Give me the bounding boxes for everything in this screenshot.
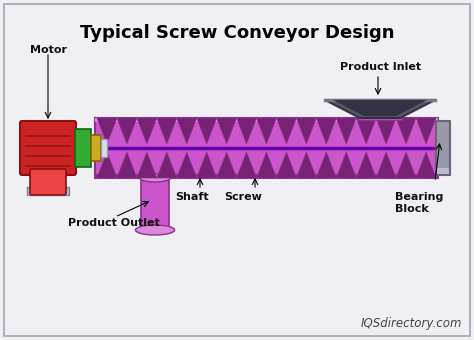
Polygon shape	[276, 118, 296, 144]
Polygon shape	[276, 152, 296, 178]
Polygon shape	[333, 100, 427, 116]
Polygon shape	[137, 152, 157, 178]
Polygon shape	[177, 152, 197, 178]
Ellipse shape	[140, 174, 170, 182]
Polygon shape	[157, 152, 177, 178]
Polygon shape	[197, 152, 217, 178]
Text: Product Outlet: Product Outlet	[68, 218, 160, 228]
Polygon shape	[296, 118, 316, 144]
Polygon shape	[336, 118, 356, 144]
Polygon shape	[117, 152, 137, 178]
Polygon shape	[97, 118, 117, 144]
Polygon shape	[97, 152, 117, 178]
Text: Motor: Motor	[30, 45, 67, 55]
Polygon shape	[356, 152, 376, 178]
Polygon shape	[117, 118, 137, 144]
Bar	[95, 118, 438, 178]
Text: Typical Screw Conveyor Design: Typical Screw Conveyor Design	[80, 24, 394, 42]
Polygon shape	[316, 152, 336, 178]
Polygon shape	[296, 152, 316, 178]
Bar	[75, 129, 91, 167]
Polygon shape	[217, 118, 237, 144]
Polygon shape	[157, 118, 177, 144]
Bar	[436, 121, 450, 175]
Bar	[437, 168, 449, 174]
Polygon shape	[197, 118, 217, 144]
Text: Shaft: Shaft	[175, 192, 209, 202]
Polygon shape	[376, 118, 396, 144]
Text: IQSdirectory.com: IQSdirectory.com	[361, 317, 462, 330]
Bar	[101, 139, 107, 157]
Polygon shape	[256, 118, 276, 144]
Polygon shape	[376, 152, 396, 178]
Polygon shape	[416, 118, 436, 144]
Polygon shape	[256, 152, 276, 178]
Polygon shape	[416, 152, 436, 178]
Polygon shape	[237, 118, 256, 144]
Text: Screw: Screw	[224, 192, 262, 202]
FancyBboxPatch shape	[20, 121, 76, 175]
Bar	[358, 112, 402, 120]
Text: Product Inlet: Product Inlet	[340, 62, 421, 72]
FancyBboxPatch shape	[30, 169, 66, 195]
Polygon shape	[325, 100, 435, 118]
Polygon shape	[356, 118, 376, 144]
Polygon shape	[396, 118, 416, 144]
Text: Bearing
Block: Bearing Block	[395, 192, 443, 214]
Bar	[141, 178, 169, 230]
Polygon shape	[137, 118, 157, 144]
Polygon shape	[217, 152, 237, 178]
Polygon shape	[316, 118, 336, 144]
Polygon shape	[177, 118, 197, 144]
Ellipse shape	[136, 225, 174, 235]
Bar	[91, 135, 101, 161]
FancyBboxPatch shape	[27, 187, 69, 195]
Polygon shape	[396, 152, 416, 178]
Polygon shape	[237, 152, 256, 178]
Polygon shape	[336, 152, 356, 178]
